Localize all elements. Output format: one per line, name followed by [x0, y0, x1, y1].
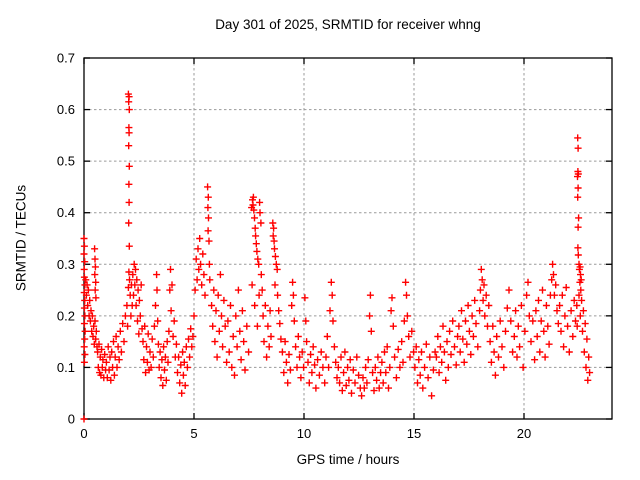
y-tick-label: 0.4: [57, 205, 75, 220]
x-tick-label: 10: [297, 426, 311, 441]
data-points: [80, 90, 594, 423]
y-tick-label: 0.7: [57, 51, 75, 66]
tick-labels: 0 5 10 15 20 0 0.1 0.2 0.3 0.4 0.5 0.6 0.7: [57, 51, 531, 442]
y-tick-label: 0.2: [57, 308, 75, 323]
x-tick-label: 5: [190, 426, 197, 441]
y-tick-label: 0.3: [57, 257, 75, 272]
y-tick-label: 0: [68, 412, 75, 427]
y-tick-label: 0.5: [57, 154, 75, 169]
axis-ticks: [83, 57, 612, 420]
x-tick-label: 15: [407, 426, 421, 441]
x-axis-label: GPS time / hours: [296, 452, 400, 467]
y-tick-label: 0.6: [57, 102, 75, 117]
chart-title: Day 301 of 2025, SRMTID for receiver whn…: [215, 17, 481, 32]
x-tick-label: 20: [517, 426, 531, 441]
x-tick-label: 0: [80, 426, 87, 441]
y-tick-label: 0.1: [57, 360, 75, 375]
